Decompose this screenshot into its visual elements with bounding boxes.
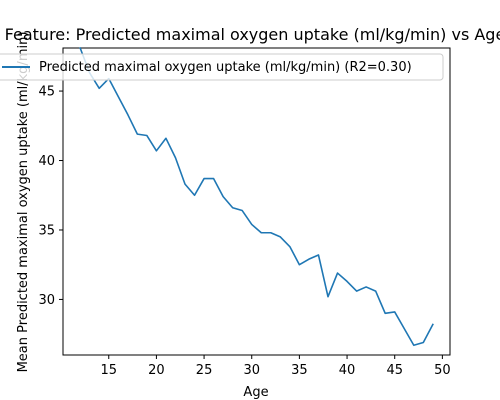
series-layer bbox=[79, 46, 434, 347]
x-tick-label: 15 bbox=[100, 363, 117, 378]
chart-title: Feature: Predicted maximal oxygen uptake… bbox=[5, 25, 500, 44]
y-axis-label: Mean Predicted maximal oxygen uptake (ml… bbox=[16, 32, 31, 373]
x-tick-label: 40 bbox=[339, 363, 356, 378]
plot-area bbox=[62, 47, 451, 356]
legend-box bbox=[0, 53, 444, 81]
y-tick-label: 35 bbox=[38, 223, 55, 238]
x-tick-label: 35 bbox=[291, 363, 308, 378]
series-line-0 bbox=[79, 46, 434, 347]
x-axis-label: Age bbox=[243, 385, 268, 400]
plot-frame bbox=[62, 47, 451, 356]
legend: Predicted maximal oxygen uptake (ml/kg/m… bbox=[0, 53, 444, 81]
y-axis-ticks: 30 35 40 45 bbox=[38, 85, 63, 308]
x-tick-label: 25 bbox=[196, 363, 213, 378]
y-tick-label: 45 bbox=[38, 85, 55, 100]
x-tick-label: 30 bbox=[243, 363, 260, 378]
x-axis-ticks: 15 20 25 30 35 40 45 50 bbox=[100, 355, 451, 378]
legend-label: Predicted maximal oxygen uptake (ml/kg/m… bbox=[39, 60, 412, 75]
x-tick-label: 50 bbox=[434, 363, 451, 378]
y-tick-label: 40 bbox=[38, 154, 55, 169]
y-tick-label: 30 bbox=[38, 293, 55, 308]
x-tick-label: 20 bbox=[148, 363, 165, 378]
x-tick-label: 45 bbox=[386, 363, 403, 378]
